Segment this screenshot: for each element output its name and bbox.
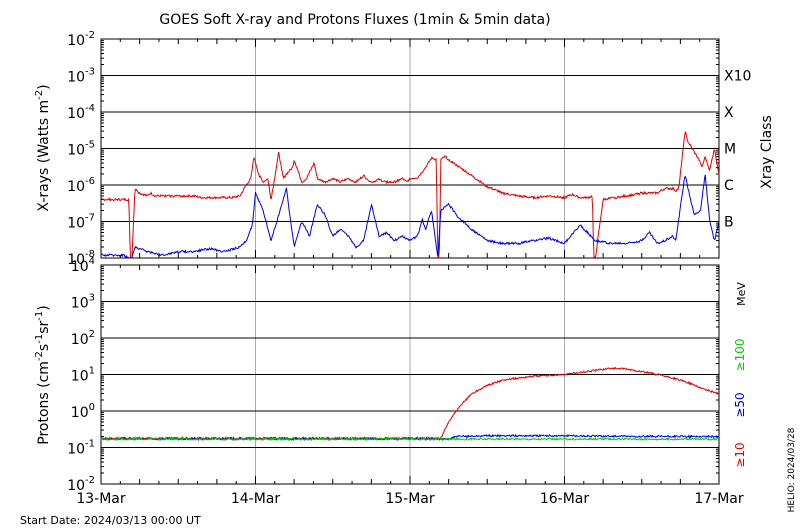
xray-y-tick-labels: 10-210-310-410-510-610-710-8 [67,30,95,268]
y-tick-label: 10-5 [67,140,95,159]
y-tick-base: 10 [67,179,85,195]
y-tick-exponent: -2 [85,30,95,41]
y-tick-label: 10-6 [67,176,95,195]
y-tick-exponent: -3 [85,67,95,78]
y-tick-label: 10-7 [67,213,95,232]
y-tick-label: 101 [71,366,95,385]
proton-ylabel-mid2: sr [36,320,52,333]
y-tick-base: 10 [71,259,89,275]
y-tick-base: 10 [67,216,85,232]
y-tick-label: 104 [71,256,95,275]
y-tick-base: 10 [67,33,85,49]
energy-unit-label: MeV [735,282,748,306]
xray-class-label: B [724,215,734,231]
xray-class-label: C [724,178,734,194]
series-line-long [100,131,720,260]
proton-legend-label: ≥100 [733,339,747,372]
proton-legend-label: ≥10 [733,442,747,467]
x-tick-label: 14-Mar [231,491,281,507]
start-date: Start Date: 2024/03/13 00:00 UT [20,514,201,527]
y-tick-label: 102 [71,329,95,348]
y-tick-label: 10-1 [67,439,95,458]
y-tick-base: 10 [67,442,85,458]
x-axis-tick-labels: 13-Mar 14-Mar 15-Mar 16-Mar 17-Mar [76,491,744,507]
y-tick-label: 100 [71,402,95,421]
y-tick-label: 10-3 [67,67,95,86]
proton-ylabel-sup1: -2 [34,351,45,361]
proton-ylabel-sup3: -1 [34,311,45,321]
xray-class-labels: X10 X M C B [724,69,751,231]
x-tick-label: 13-Mar [76,491,126,507]
y-tick-base: 10 [67,478,85,494]
xray-ylabel-main: X-rays (Watts m [36,100,52,212]
y-tick-exponent: -2 [85,475,95,486]
xray-y-axis-label: X-rays (Watts m-2) [34,84,52,211]
y-tick-label: 10-4 [67,103,95,122]
proton-ylabel-main: Protons (cm [36,361,52,445]
y-tick-exponent: 1 [89,366,95,377]
xray-class-axis-label: Xray Class [759,115,775,189]
y-tick-label: 10-2 [67,30,95,49]
y-tick-exponent: -5 [85,140,95,151]
proton-legend: ≥100 ≥50 ≥10 [733,339,747,468]
xray-ylabel-sup: -2 [34,90,45,100]
proton-ylabel-sup2: -1 [34,334,45,344]
xray-series [100,131,720,260]
y-tick-exponent: 2 [89,329,95,340]
series-line-short [100,174,720,259]
y-tick-exponent: -1 [85,439,95,450]
series-line-p100 [100,436,720,442]
y-tick-label: 103 [71,293,95,312]
y-tick-exponent: 3 [89,293,95,304]
y-tick-base: 10 [67,252,85,268]
proton-y-axis-label: Protons (cm-2s-1sr-1) [34,305,52,444]
y-tick-base: 10 [67,106,85,122]
y-tick-exponent: -4 [85,103,95,114]
xray-class-label: M [724,142,736,158]
xray-class-label: X [724,105,734,121]
y-tick-base: 10 [71,369,89,385]
y-tick-exponent: 4 [89,256,95,267]
y-tick-base: 10 [71,296,89,312]
chart-title: GOES Soft X-ray and Protons Fluxes (1min… [159,12,550,28]
xray-gridlines [100,38,720,259]
y-tick-exponent: -6 [85,176,95,187]
x-tick-label: 16-Mar [540,491,590,507]
y-tick-base: 10 [71,405,89,421]
y-tick-exponent: -7 [85,213,95,224]
xray-class-label: X10 [724,69,751,85]
series-line-p10 [100,366,720,441]
y-tick-exponent: 0 [89,402,95,413]
y-tick-label: 10-2 [67,475,95,494]
proton-ylabel-end: ) [36,305,52,310]
y-tick-label: 10-8 [67,249,95,268]
y-tick-base: 10 [71,332,89,348]
xray-ylabel-end: ) [36,84,52,89]
y-tick-base: 10 [67,70,85,86]
x-tick-label: 15-Mar [385,491,435,507]
y-tick-base: 10 [67,143,85,159]
helio-stamp: HELIO: 2024/03/28 [787,427,797,512]
proton-legend-label: ≥50 [733,392,747,417]
y-tick-exponent: -8 [85,249,95,260]
proton-series [100,366,720,442]
x-tick-label: 17-Mar [694,491,744,507]
proton-ylabel-mid: s [36,344,52,351]
